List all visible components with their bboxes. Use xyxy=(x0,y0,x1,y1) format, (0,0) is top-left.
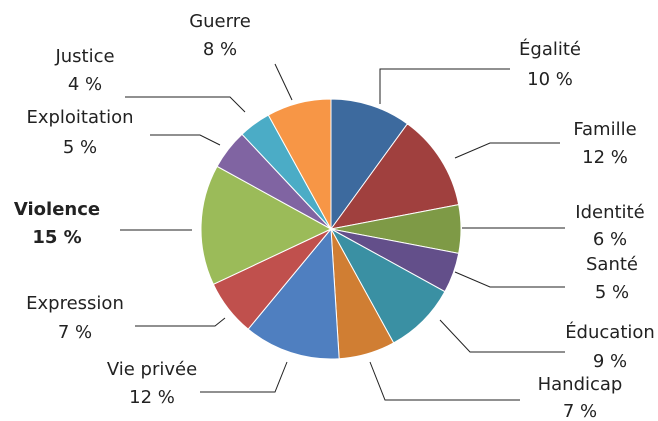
slice-label: Égalité xyxy=(519,38,581,60)
leader-line xyxy=(454,271,565,288)
leader-line xyxy=(135,317,226,327)
slice-value-label: 12 % xyxy=(582,147,628,168)
pie-slice xyxy=(330,98,409,231)
slice-value-label: 15 % xyxy=(32,227,81,248)
slice-value-label: 4 % xyxy=(68,74,102,95)
slice-value-label: 5 % xyxy=(63,137,97,158)
leader-line xyxy=(454,142,560,159)
slice-value-label: 7 % xyxy=(58,322,92,343)
slice-value-label: 8 % xyxy=(203,39,237,60)
slice-label: Famille xyxy=(573,119,636,140)
slice-value-label: 10 % xyxy=(527,69,573,90)
leader-line xyxy=(369,361,520,401)
slice-label: Expression xyxy=(26,293,124,314)
slice-label: Identité xyxy=(575,202,644,223)
pie-slice xyxy=(267,98,332,230)
slice-label: Santé xyxy=(586,254,638,275)
slice-label: Exploitation xyxy=(26,107,133,128)
leader-line xyxy=(150,134,221,146)
pie-slice xyxy=(329,123,460,230)
slice-label: Guerre xyxy=(189,11,251,32)
pie-slice xyxy=(200,165,333,286)
slice-label: Justice xyxy=(54,46,114,67)
slice-value-label: 12 % xyxy=(129,387,175,408)
slice-label: Vie privée xyxy=(107,359,197,380)
slice-value-label: 5 % xyxy=(595,282,629,303)
slice-label: Éducation xyxy=(565,321,655,343)
slice-value-label: 6 % xyxy=(593,229,627,250)
leader-line xyxy=(379,68,510,104)
leader-line xyxy=(200,361,288,393)
slice-label: Violence xyxy=(14,199,100,220)
leader-line xyxy=(439,319,565,353)
slice-value-label: 9 % xyxy=(593,351,627,372)
slice-label: Handicap xyxy=(538,374,623,395)
slice-value-label: 7 % xyxy=(563,401,597,421)
leader-line xyxy=(274,63,293,101)
pie-slice xyxy=(247,227,340,360)
leader-line xyxy=(125,96,246,113)
